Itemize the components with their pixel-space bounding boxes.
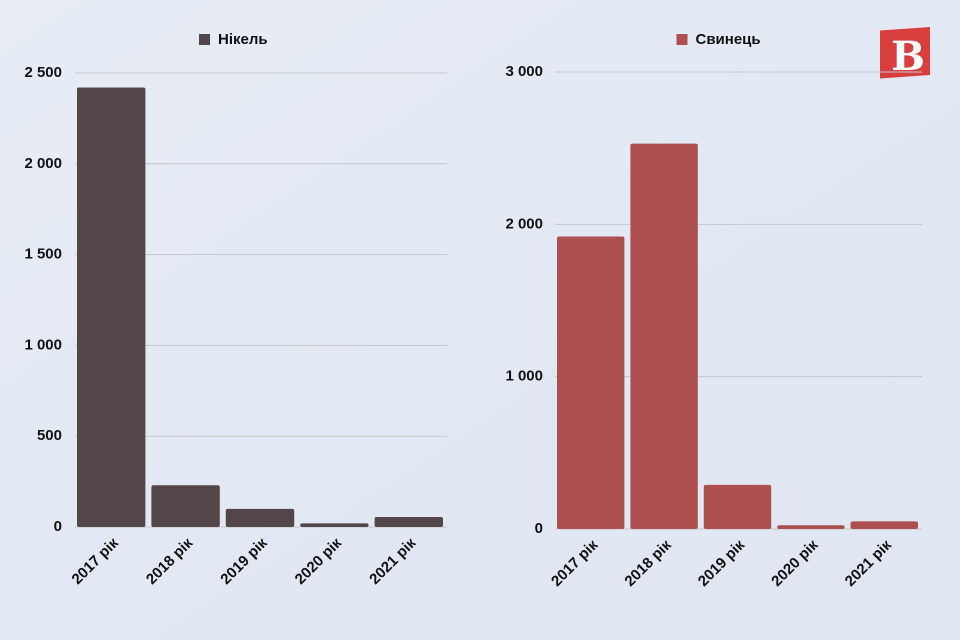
bar [850, 521, 918, 529]
bar [557, 236, 625, 529]
y-tick-label: 2 500 [24, 64, 62, 81]
logo-box [880, 26, 930, 79]
y-tick-label: 0 [535, 520, 543, 537]
bar [374, 517, 443, 527]
y-tick-label: 500 [37, 427, 62, 444]
y-tick-label: 2 000 [505, 215, 543, 232]
legend-swatch [199, 34, 210, 45]
legend-label: Свинець [696, 31, 761, 48]
bar [630, 143, 698, 529]
y-tick-label: 1 500 [24, 246, 62, 263]
bar [300, 523, 369, 527]
legend-label: Нікель [218, 31, 268, 48]
legend-swatch [676, 34, 688, 45]
y-tick-label: 3 000 [505, 63, 543, 80]
y-tick-label: 1 000 [24, 336, 62, 353]
y-tick-label: 2 000 [24, 155, 62, 172]
logo-text: B [891, 33, 925, 80]
bar [777, 525, 845, 529]
y-tick-label: 1 000 [505, 368, 543, 385]
bar [151, 485, 220, 527]
bar [225, 508, 295, 527]
y-tick-label: 0 [54, 518, 62, 535]
bar [77, 87, 146, 527]
bar [703, 484, 772, 529]
